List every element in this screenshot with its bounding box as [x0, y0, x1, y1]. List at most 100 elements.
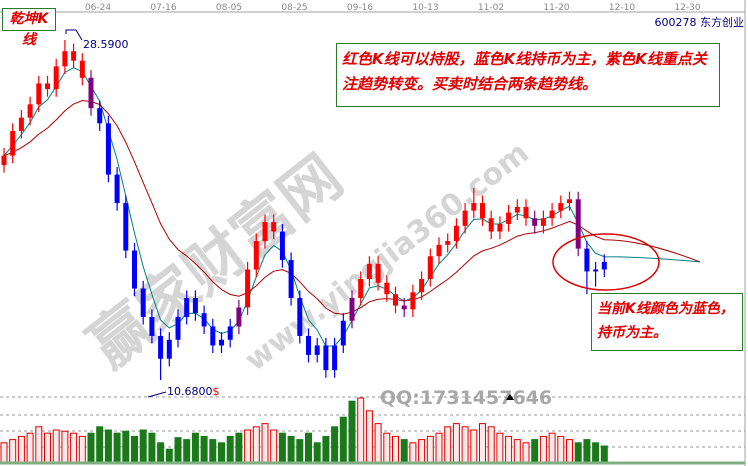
volume-bar [444, 426, 452, 463]
candle-body [262, 222, 268, 242]
candle [210, 318, 216, 354]
candle-body [271, 222, 277, 232]
candle [158, 328, 164, 380]
volume-bar [104, 429, 112, 463]
candle-body [549, 210, 555, 219]
candle [175, 309, 181, 348]
volume-bar [548, 432, 556, 463]
candle [427, 248, 433, 287]
candle [540, 210, 546, 234]
cursor-triangle-icon [506, 394, 514, 400]
volume-bar [496, 432, 504, 463]
candle-body [236, 307, 242, 327]
candle [88, 70, 94, 116]
candle-body [349, 297, 355, 321]
candle [79, 53, 85, 86]
volume-bar [479, 423, 486, 463]
candle-body [593, 269, 599, 272]
candle [358, 271, 364, 306]
candle-body [497, 223, 503, 232]
candle [593, 261, 599, 287]
candle-body [279, 231, 285, 261]
candle-body [45, 83, 50, 90]
x-tick-label: 08-05 [216, 3, 242, 13]
current-note-box: 当前K线颜色为蓝色，持币为主。 [591, 293, 743, 351]
volume-bar [365, 410, 373, 463]
candle-body [419, 279, 425, 293]
candle-body [575, 199, 581, 249]
candle [410, 284, 416, 317]
candle-body [88, 77, 94, 109]
candle [184, 290, 190, 325]
candle-body [53, 66, 59, 90]
min-pointer [147, 391, 167, 398]
candle-body [184, 297, 190, 317]
x-tick-label: 11-02 [478, 3, 504, 13]
volume-bar [470, 429, 478, 463]
volume-bar [287, 435, 295, 463]
candle-body [149, 316, 155, 336]
volume-bar [139, 429, 147, 463]
candle [462, 203, 468, 234]
volume-bar [452, 423, 460, 463]
volume-bar [131, 435, 138, 463]
volume-bar [157, 442, 165, 463]
candle [471, 187, 477, 219]
candle [306, 328, 311, 363]
candle-body [10, 130, 16, 156]
volume-bar [148, 432, 156, 463]
candle [384, 275, 390, 302]
volume-bar [44, 432, 51, 463]
candle [27, 96, 33, 126]
x-tick-label: 09-16 [347, 3, 373, 13]
candle-body [140, 288, 146, 317]
candle-body [453, 225, 459, 242]
volume-bar [244, 429, 252, 463]
volume-bar [574, 442, 582, 463]
candle [201, 305, 207, 335]
candle-body [523, 206, 529, 219]
watermark-qq: QQ:1731457646 [380, 387, 552, 409]
volume-bar [313, 442, 321, 463]
candle-body [201, 313, 207, 327]
candle [45, 75, 50, 97]
candle [393, 286, 398, 314]
candle-body [410, 292, 416, 310]
candle-body [358, 279, 364, 298]
candle [271, 214, 277, 240]
candle-body [314, 345, 320, 355]
candle-body [123, 203, 129, 251]
candle [62, 40, 68, 74]
x-tick-label: 11-20 [543, 3, 569, 13]
indicator-label: 乾坤K线 [9, 11, 49, 48]
candle [558, 195, 564, 219]
volume-bar [9, 439, 17, 463]
candle-body [306, 335, 311, 355]
volume-bar [409, 442, 417, 463]
candle [288, 252, 294, 306]
volume-bar [218, 442, 225, 463]
candle-body [366, 263, 372, 280]
min-marker: $ [213, 385, 220, 398]
candle [523, 199, 529, 226]
candle-body [445, 241, 451, 245]
volume-bar [435, 432, 443, 463]
candle-body [297, 297, 303, 336]
volume-bar [165, 448, 173, 463]
candle [601, 254, 607, 278]
volume-bar [174, 437, 182, 463]
candle [227, 318, 233, 348]
candle-body [227, 326, 233, 340]
candle-body [532, 218, 538, 226]
min-price-label: 10.6800 [167, 385, 213, 398]
candle-body [375, 263, 381, 283]
indicator-label-box: 乾坤K线 [2, 8, 56, 48]
candle [114, 167, 120, 211]
volume-bar [122, 430, 130, 463]
candle [1, 148, 7, 173]
candle [323, 337, 329, 378]
moving-averages [3, 67, 701, 347]
x-tick-label: 12-30 [674, 3, 700, 13]
candle [549, 203, 555, 226]
